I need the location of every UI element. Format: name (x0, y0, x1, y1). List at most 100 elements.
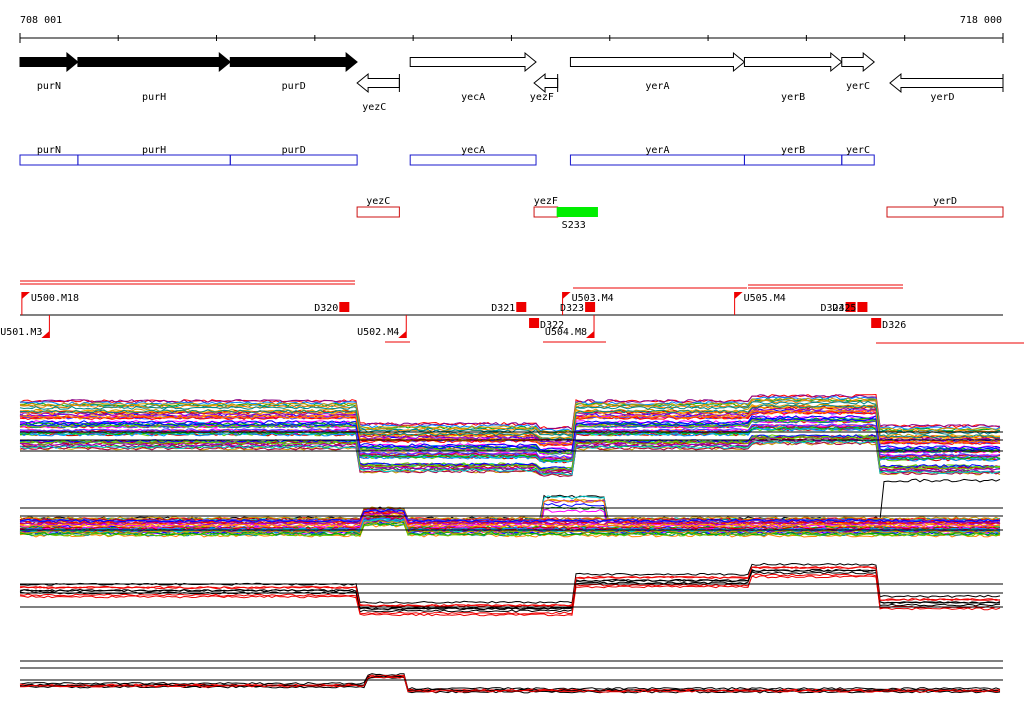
gene-label-yerC: yerC (846, 81, 870, 92)
minus-box-yezC (356, 206, 400, 218)
minus-strand-box-track: yezC yezF yerD (356, 196, 1004, 218)
upstream-site-flag (398, 331, 407, 338)
gene-arrow (889, 72, 1004, 94)
upstream-site-flag (586, 331, 595, 338)
profile-line (20, 675, 1001, 693)
profile-line (19, 506, 1001, 521)
profile-line (19, 423, 1001, 460)
downstream-site-label: D326 (882, 320, 906, 331)
plus-box-label-purD: purD (282, 145, 306, 156)
profile-line (19, 568, 1001, 610)
downstream-site-label: D325 (832, 303, 856, 314)
plus-box-label-purN: purN (37, 145, 61, 156)
plus-box-yerA (569, 154, 745, 166)
profile-line (19, 407, 1001, 443)
plus-box-purH (77, 154, 231, 166)
profile-line (20, 562, 1001, 604)
profile-line (19, 404, 1001, 441)
s-feature-bar (556, 207, 598, 217)
profile-line (19, 400, 1001, 437)
upstream-site-label: U503.M4 (572, 293, 614, 304)
gene-arrow (841, 51, 876, 73)
profile-line (19, 418, 1001, 455)
plus-box-yerC (841, 154, 875, 166)
gene-arrow (533, 72, 559, 94)
upstream-site-flag (41, 331, 50, 338)
plus-box-yerB (743, 154, 843, 166)
profile-line (19, 417, 1001, 453)
downstream-site-label: D323 (560, 303, 584, 314)
profile-panel (19, 562, 1003, 617)
upstream-site-flag (734, 292, 743, 299)
upstream-site-flag (21, 292, 30, 299)
plus-box-purN (19, 154, 79, 166)
profile-panel (19, 393, 1003, 478)
minus-box-label-yerD: yerD (933, 196, 957, 207)
gene-arrow (229, 51, 358, 73)
profile-line (19, 566, 1001, 608)
profile-line (19, 426, 1001, 463)
profile-line (19, 439, 1001, 476)
gene-arrow (77, 51, 232, 73)
s-feature: S233 (556, 207, 598, 231)
expression-profiles (19, 393, 1003, 694)
upstream-site-label: U501.M3 (0, 327, 42, 338)
coordinate-ruler: 708 001 718 000 (19, 15, 1004, 43)
profile-line (19, 521, 1001, 536)
profile-line (19, 427, 1001, 464)
upstream-site-label: U504.M8 (545, 327, 587, 338)
plus-box-label-purH: purH (142, 145, 166, 156)
upstream-site-label: U502.M4 (357, 327, 399, 338)
gene-label-purN: purN (37, 81, 61, 92)
profile-panel (19, 660, 1003, 694)
gene-arrow (356, 72, 400, 94)
profile-line (19, 575, 1001, 617)
s-feature-label: S233 (562, 220, 586, 231)
gene-label-yezF: yezF (530, 92, 554, 103)
profile-line (19, 508, 1001, 523)
profile-line (19, 509, 1001, 523)
downstream-site-marker (339, 302, 350, 312)
upstream-site-flag (562, 292, 571, 299)
profile-line (19, 397, 1001, 434)
downstream-site-label: D320 (314, 303, 338, 314)
plus-strand-box-track: purN purH purD yecA yerA yerB yerC (19, 145, 875, 166)
gene-arrow (409, 51, 537, 73)
gene-label-yerB: yerB (781, 92, 805, 103)
site-markers: U500.M18 U501.M3 U502.M4 U503.M4 U504.M8 U505… (0, 292, 906, 338)
profile-line (19, 673, 1001, 691)
downstream-site-label: D321 (491, 303, 515, 314)
minus-box-yerD (886, 206, 1004, 218)
profile-panel (19, 478, 1003, 538)
ruler-start-label: 708 001 (20, 15, 62, 26)
plus-box-label-yecA: yecA (461, 145, 485, 156)
profile-line (19, 513, 1001, 528)
gene-arrow (743, 51, 843, 73)
minus-box-label-yezC: yezC (366, 196, 390, 207)
gene-label-purH: purH (142, 92, 166, 103)
downstream-site-marker (857, 302, 868, 312)
plus-box-yecA (409, 154, 537, 166)
plus-box-label-yerA: yerA (645, 145, 669, 156)
minus-box-yezF (533, 206, 559, 218)
gene-arrow (19, 51, 79, 73)
ruler-end-label: 718 000 (960, 15, 1002, 26)
downstream-site-label: D322 (540, 320, 564, 331)
profile-line (19, 399, 1001, 436)
gene-label-yezC: yezC (362, 102, 386, 113)
upstream-site-label: U500.M18 (31, 293, 79, 304)
downstream-site-marker (516, 302, 527, 312)
profile-line (19, 522, 1001, 537)
downstream-site-marker (585, 302, 596, 312)
minus-box-label-yezF: yezF (534, 196, 558, 207)
gene-label-yerA: yerA (645, 81, 669, 92)
profile-line (19, 573, 1001, 615)
profile-line (19, 511, 1001, 526)
profile-line (19, 436, 1000, 472)
site-track: U500.M18 U501.M3 U502.M4 U503.M4 U504.M8 U505… (0, 280, 1024, 344)
downstream-site-marker (529, 318, 540, 328)
plus-box-purD (229, 154, 358, 166)
upstream-site-label: U505.M4 (744, 293, 786, 304)
profile-line (19, 394, 1000, 431)
downstream-site-label: D324 (821, 303, 845, 314)
